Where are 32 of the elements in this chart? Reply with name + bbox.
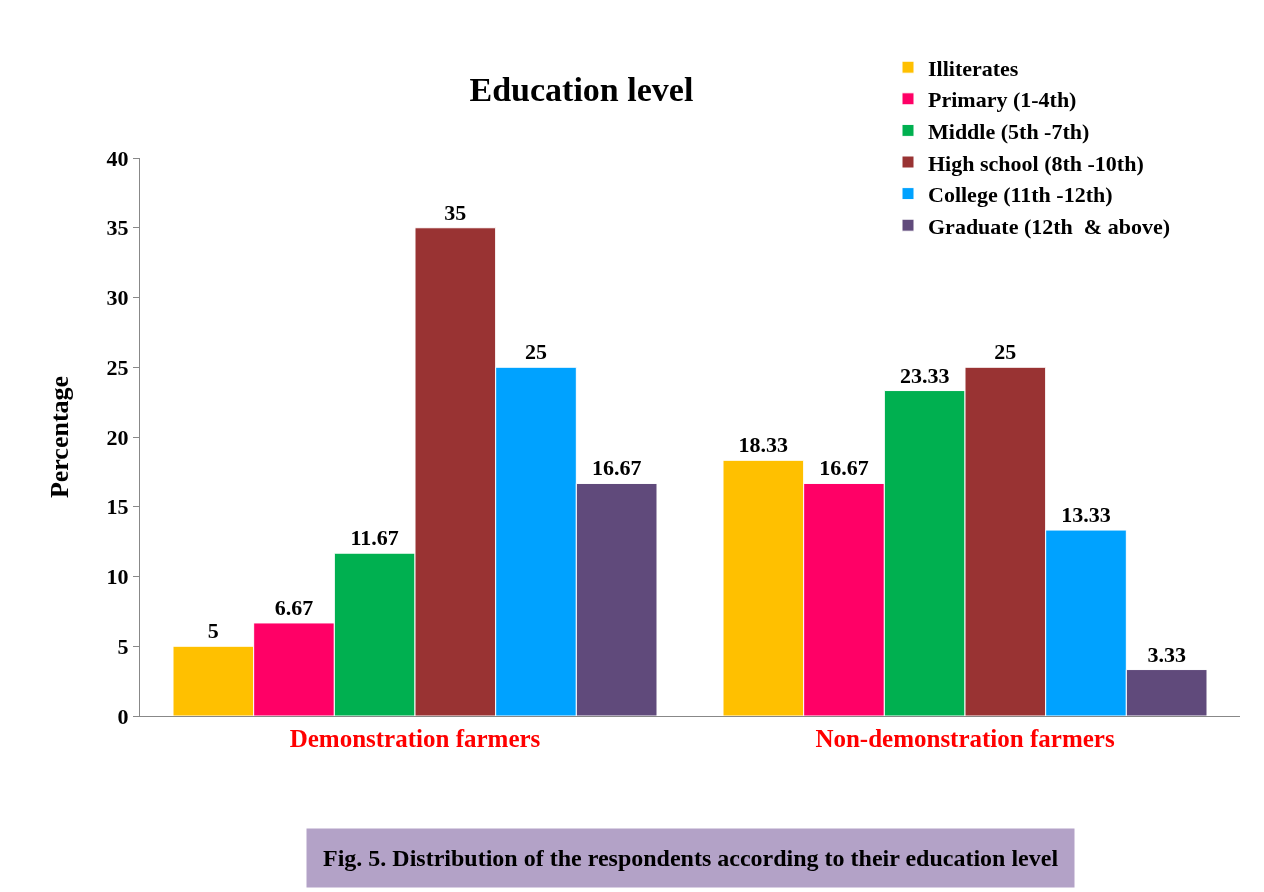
data-label: 16.67 xyxy=(591,455,642,481)
data-label: 35 xyxy=(444,199,467,225)
data-label: 11.67 xyxy=(350,525,399,551)
chart-title: Education level xyxy=(469,71,694,109)
y-tick-label: 10 xyxy=(106,564,129,590)
data-label: 6.67 xyxy=(274,594,314,620)
y-tick-label: 25 xyxy=(106,354,129,380)
legend-label: Primary (1-4th) xyxy=(928,87,1077,113)
x-tick-label: Non-demonstration farmers xyxy=(815,725,1115,752)
legend-label: Middle (5th -7th) xyxy=(928,118,1090,144)
legend-label: Illiterates xyxy=(928,55,1019,81)
y-tick-label: 35 xyxy=(106,215,129,241)
data-label: 23.33 xyxy=(899,362,950,388)
legend-label: College (11th -12th) xyxy=(928,182,1113,208)
legend-label: High school (8th -10th) xyxy=(928,150,1144,176)
legend-label: Graduate (12th & above) xyxy=(928,213,1170,239)
data-label: 25 xyxy=(994,339,1017,365)
y-axis-title: Percentage xyxy=(45,375,74,499)
data-label: 5 xyxy=(207,618,219,644)
y-tick-label: 20 xyxy=(106,424,129,450)
data-label: 3.33 xyxy=(1147,641,1186,667)
y-tick-label: 5 xyxy=(117,633,129,659)
y-tick-label: 15 xyxy=(106,494,129,520)
x-tick-label: Demonstration farmers xyxy=(289,725,541,752)
data-label: 25 xyxy=(525,339,547,365)
y-tick-label: 0 xyxy=(117,703,129,729)
data-label: 13.33 xyxy=(1061,502,1111,528)
data-label: 18.33 xyxy=(738,432,789,458)
data-label: 16.67 xyxy=(819,455,869,481)
y-tick-label: 40 xyxy=(106,145,129,171)
caption: Fig. 5. Distribution of the respondents according to their education level xyxy=(323,845,1059,871)
y-tick-label: 30 xyxy=(106,285,129,311)
